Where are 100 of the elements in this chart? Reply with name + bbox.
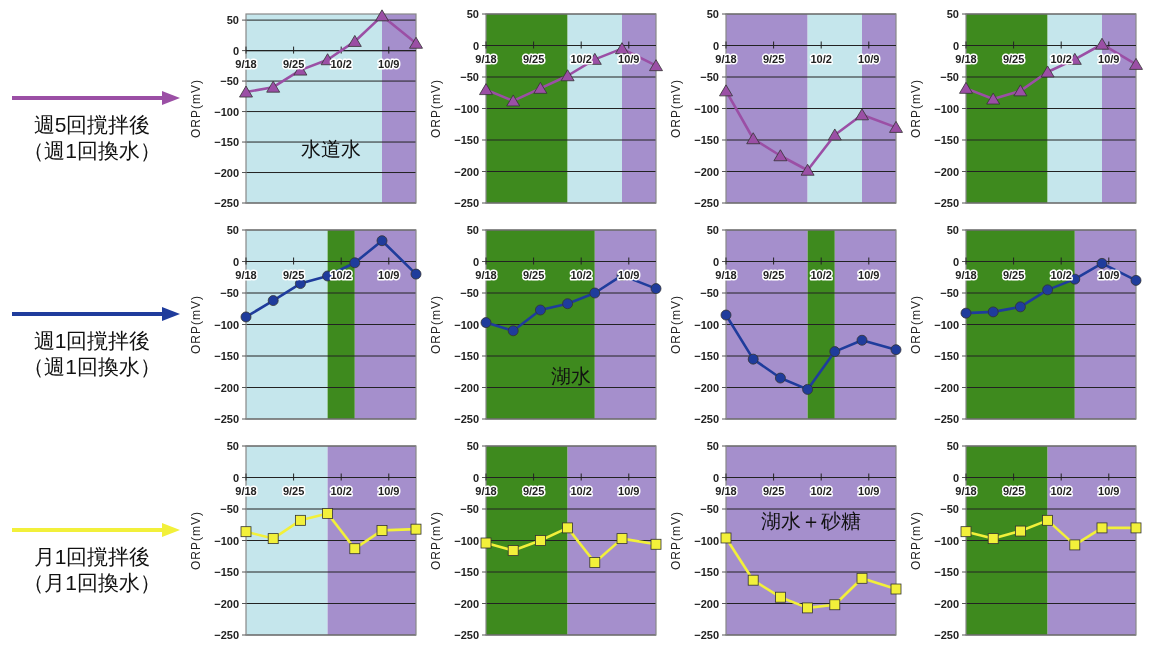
x-tick-label: 10/9 [618,484,640,497]
y-tick-label: −150 [694,134,719,146]
y-tick-label: −250 [694,629,719,641]
y-tick-label: −250 [934,629,959,641]
x-tick-label: 10/2 [570,484,592,497]
y-tick-label: −200 [694,381,719,394]
y-tick-label: −50 [940,503,959,515]
point [589,557,601,568]
point [347,35,362,47]
text: 月1回撹拌後 [33,545,151,568]
point [746,132,761,145]
y-tick-label: 50 [706,440,719,452]
point [889,121,903,133]
point [349,257,361,269]
y-tick-label: −250 [214,413,239,425]
point [960,307,972,319]
point [615,42,629,55]
point [1096,522,1108,534]
point [1015,525,1026,537]
point [507,545,519,556]
x-tick-label: 10/9 [858,484,880,497]
y-tick-label: −250 [214,629,239,641]
y-tick-label: 0 [952,255,959,268]
y-tick-label: −50 [460,71,479,83]
y-axis-title: ORP(mV) [189,79,203,138]
y-tick-label: 50 [706,8,719,20]
point [890,344,902,356]
point [960,526,972,538]
point [535,535,546,546]
y-tick-label: −200 [934,165,959,178]
y-tick-label: −200 [934,597,959,610]
y-tick-label: −100 [934,534,959,547]
y-tick-label: −200 [934,381,959,394]
point [1069,539,1081,551]
y-tick-label: 0 [712,471,719,484]
point [267,533,279,545]
y-tick-label: −150 [934,134,959,146]
point [720,532,732,544]
y-tick-label: 50 [466,224,479,236]
y-tick-label: −50 [460,503,479,515]
point [775,591,786,603]
y-tick-label: −150 [934,350,959,362]
y-tick-label: −150 [454,134,479,146]
point [376,525,388,536]
y-tick-label: −150 [694,350,719,362]
point [987,306,999,318]
point [240,526,252,538]
point [855,108,869,121]
x-tick-label: 10/2 [570,52,592,65]
y-tick-label: −100 [694,102,719,115]
point [800,163,815,176]
point [650,283,662,294]
point [506,94,521,107]
y-tick-label: −50 [220,75,239,88]
y-tick-label: −250 [214,197,239,209]
y-tick-label: −250 [934,197,959,209]
x-tick-label: 9/18 [475,484,497,497]
y-tick-label: −250 [694,197,719,209]
y-tick-label: −100 [694,534,719,547]
point [322,508,333,519]
y-tick-label: 0 [472,39,479,52]
x-tick-label: 9/25 [1002,52,1025,65]
point [1015,301,1026,313]
point [507,325,519,337]
y-axis-title: ORP(mV) [429,79,443,138]
x-tick-label: 10/9 [858,52,880,65]
y-tick-label: −100 [214,105,239,118]
annotation: 水道水 [301,137,361,160]
annotation: 湖水 [551,364,591,387]
point [480,537,492,549]
y-tick-label: −150 [694,566,719,578]
point [1096,257,1108,269]
point [650,538,662,550]
point [535,304,546,316]
y-axis-title: ORP(mV) [669,79,683,138]
y-tick-label: −150 [214,566,239,578]
x-tick-label: 10/2 [330,484,352,497]
y-tick-label: −50 [700,503,719,515]
text: （週1回換水） [23,139,161,162]
y-tick-label: −100 [454,534,479,547]
point [410,268,422,280]
y-tick-label: 0 [712,39,719,52]
y-tick-label: 0 [232,471,239,484]
y-tick-label: −250 [694,413,719,425]
point [775,372,786,384]
y-tick-label: −200 [454,165,479,178]
x-tick-label: 10/2 [810,52,832,65]
point [349,543,361,555]
x-tick-label: 10/9 [618,52,640,65]
text: （週1回換水） [23,355,161,378]
x-tick-label: 9/25 [762,52,785,65]
y-tick-label: 50 [466,440,479,452]
y-axis-title: ORP(mV) [909,79,923,138]
point [802,602,813,614]
point [959,81,973,94]
y-tick-label: −100 [934,318,959,331]
point [239,85,253,98]
point [240,311,252,323]
y-tick-label: −150 [214,136,239,149]
y-tick-label: −200 [694,165,719,178]
